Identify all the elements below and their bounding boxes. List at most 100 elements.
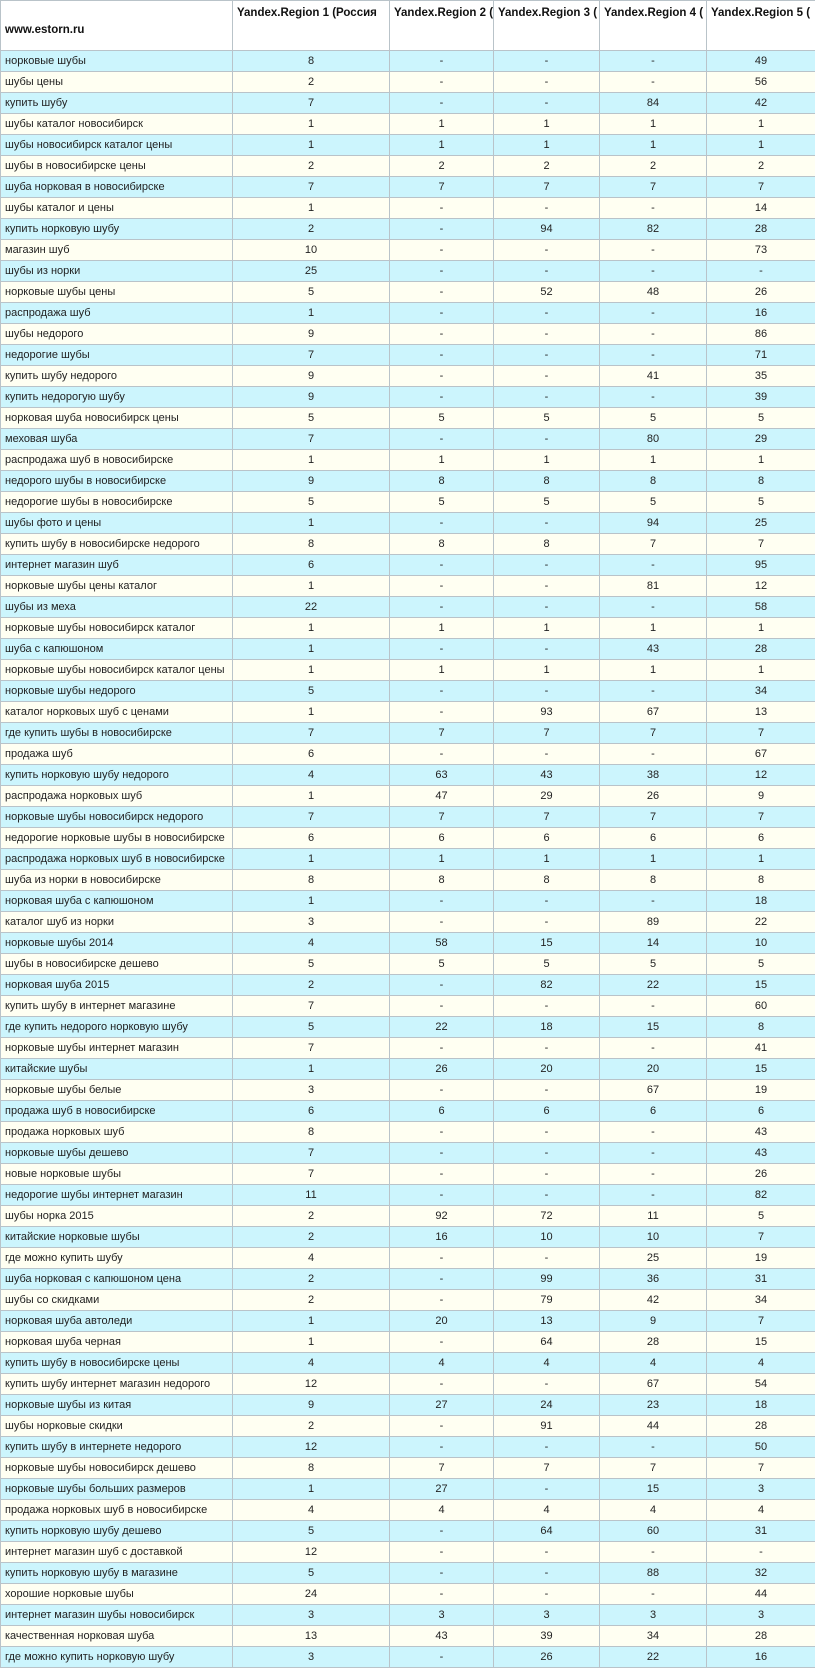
position-cell-region-2: -: [390, 429, 494, 450]
keyword-cell: меховая шуба: [1, 429, 233, 450]
position-cell-region-5: 7: [707, 534, 815, 555]
header-region-1[interactable]: Yandex.Region 1 (Россия: [233, 1, 390, 51]
header-site[interactable]: www.estorn.ru: [1, 1, 233, 51]
position-cell-region-3: -: [494, 387, 600, 408]
position-cell-region-5: 58: [707, 597, 815, 618]
position-cell-region-1: 5: [233, 681, 390, 702]
keyword-cell: шуба с капюшоном: [1, 639, 233, 660]
position-cell-region-1: 7: [233, 93, 390, 114]
keyword-cell: распродажа норковых шуб: [1, 786, 233, 807]
position-cell-region-1: 6: [233, 1101, 390, 1122]
header-region-4[interactable]: Yandex.Region 4 (: [600, 1, 707, 51]
header-region-5[interactable]: Yandex.Region 5 (: [707, 1, 815, 51]
keyword-cell: недорогие шубы в новосибирске: [1, 492, 233, 513]
header-region-2[interactable]: Yandex.Region 2 (: [390, 1, 494, 51]
position-cell-region-3: -: [494, 1248, 600, 1269]
position-cell-region-3: 43: [494, 765, 600, 786]
position-cell-region-3: 99: [494, 1269, 600, 1290]
header-region-3[interactable]: Yandex.Region 3 (: [494, 1, 600, 51]
keyword-cell: интернет магазин шуб: [1, 555, 233, 576]
position-cell-region-3: 72: [494, 1206, 600, 1227]
